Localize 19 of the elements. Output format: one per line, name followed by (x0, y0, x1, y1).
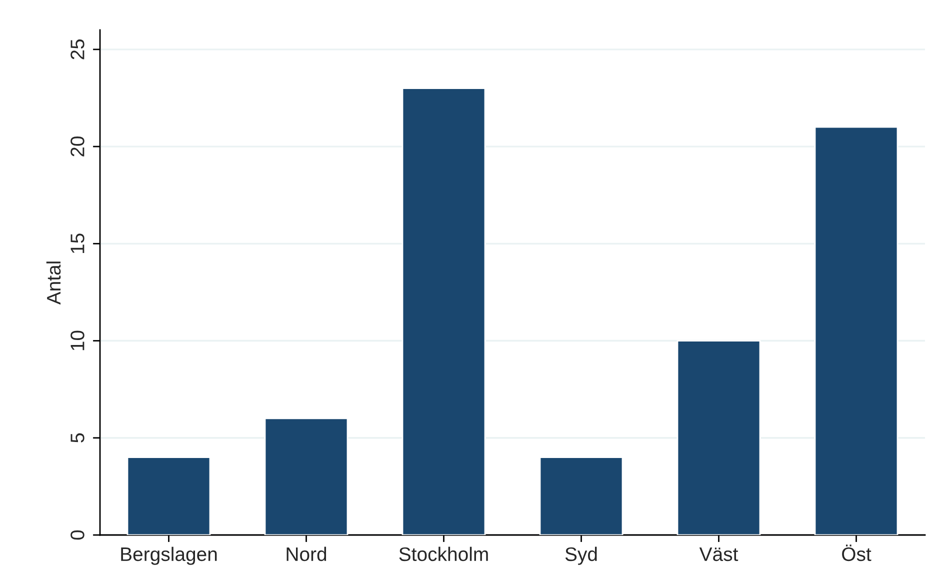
x-tick-label: Stockholm (399, 546, 488, 562)
y-tick-label: 10 (70, 330, 84, 350)
x-tick-label: Öst (842, 544, 872, 562)
y-tick-label: 15 (70, 234, 84, 253)
y-axis-title: Antal (46, 262, 61, 305)
x-tick-label: Nord (286, 546, 326, 562)
x-tick-label: Väst (699, 548, 738, 562)
bar (126, 456, 211, 535)
y-tick-label: 5 (70, 433, 84, 443)
y-tick-label: 20 (70, 136, 84, 156)
x-tick-label: Bergslagen (121, 546, 217, 565)
x-tick-label: Syd (565, 546, 597, 565)
bar (676, 340, 761, 535)
y-tick-label: 0 (70, 530, 84, 540)
y-tick-label: 25 (70, 39, 84, 60)
bar (539, 456, 624, 535)
bar (264, 418, 348, 535)
bar (814, 126, 898, 535)
bar (402, 88, 486, 535)
